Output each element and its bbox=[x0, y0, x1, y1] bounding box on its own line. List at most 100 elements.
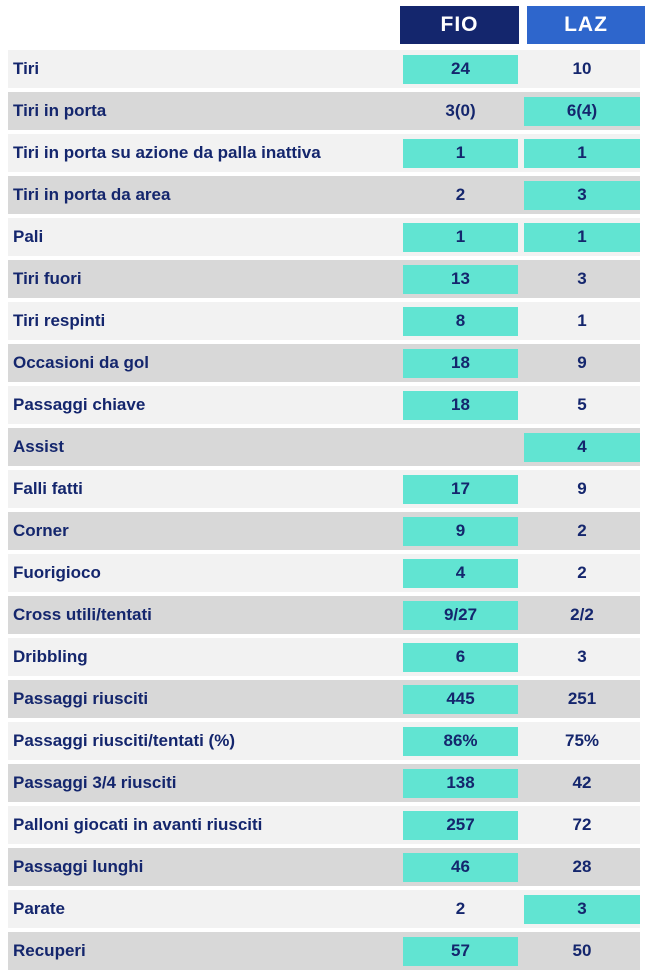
laz-cell: 72 bbox=[524, 806, 640, 844]
laz-cell: 251 bbox=[524, 680, 640, 718]
fio-cell: 17 bbox=[403, 470, 518, 508]
laz-cell: 2 bbox=[524, 554, 640, 592]
stat-label: Passaggi 3/4 riusciti bbox=[13, 773, 177, 792]
laz-cell: 42 bbox=[524, 764, 640, 802]
table-row: Pali 1 1 bbox=[8, 218, 640, 256]
fio-cell: 1 bbox=[403, 218, 518, 256]
laz-cell: 3 bbox=[524, 890, 640, 928]
table-row: Falli fatti 17 9 bbox=[8, 470, 640, 508]
fio-cell: 9/27 bbox=[403, 596, 518, 634]
fio-value: 17 bbox=[403, 474, 518, 504]
laz-cell: 3 bbox=[524, 260, 640, 298]
table-row: Tiri in porta su azione da palla inattiv… bbox=[8, 134, 640, 172]
fio-value: 257 bbox=[403, 810, 518, 840]
stat-label: Tiri bbox=[13, 59, 40, 78]
fio-value: 6 bbox=[403, 642, 518, 672]
fio-cell: 8 bbox=[403, 302, 518, 340]
laz-value: 2 bbox=[577, 521, 587, 540]
fio-value: 18 bbox=[403, 348, 518, 378]
laz-cell: 2/2 bbox=[524, 596, 640, 634]
laz-value: 6(4) bbox=[524, 96, 640, 126]
table-row: Occasioni da gol 18 9 bbox=[8, 344, 640, 382]
laz-value: 75% bbox=[564, 731, 600, 750]
stat-label: Pali bbox=[13, 227, 44, 246]
laz-value: 1 bbox=[524, 222, 640, 252]
laz-value: 1 bbox=[577, 311, 587, 330]
table-row: Passaggi riusciti 445 251 bbox=[8, 680, 640, 718]
stat-label: Dribbling bbox=[13, 647, 88, 666]
fio-cell: 257 bbox=[403, 806, 518, 844]
fio-value: 18 bbox=[403, 390, 518, 420]
fio-value: 9 bbox=[403, 516, 518, 546]
fio-value: 2 bbox=[455, 185, 466, 204]
stat-label: Tiri fuori bbox=[13, 269, 82, 288]
stat-label: Cross utili/tentati bbox=[13, 605, 152, 624]
fio-value: 86% bbox=[403, 726, 518, 756]
laz-cell: 2 bbox=[524, 512, 640, 550]
fio-cell: 13 bbox=[403, 260, 518, 298]
fio-cell: 138 bbox=[403, 764, 518, 802]
fio-cell: 445 bbox=[403, 680, 518, 718]
laz-value: 50 bbox=[572, 941, 592, 960]
stat-label: Passaggi riusciti/tentati (%) bbox=[13, 731, 235, 750]
laz-cell: 50 bbox=[524, 932, 640, 970]
laz-value: 42 bbox=[572, 773, 592, 792]
laz-cell: 6(4) bbox=[524, 92, 640, 130]
fio-cell: 24 bbox=[403, 50, 518, 88]
laz-cell: 1 bbox=[524, 302, 640, 340]
laz-value: 3 bbox=[524, 180, 640, 210]
stat-label: Fuorigioco bbox=[13, 563, 101, 582]
stat-label: Passaggi riusciti bbox=[13, 689, 149, 708]
table-row: Parate 2 3 bbox=[8, 890, 640, 928]
laz-cell: 28 bbox=[524, 848, 640, 886]
laz-cell: 9 bbox=[524, 344, 640, 382]
table-row: Assist 4 bbox=[8, 428, 640, 466]
fio-cell: 3(0) bbox=[403, 92, 518, 130]
laz-value: 72 bbox=[572, 815, 592, 834]
table-row: Fuorigioco 4 2 bbox=[8, 554, 640, 592]
laz-cell: 10 bbox=[524, 50, 640, 88]
table-row: Cross utili/tentati 9/27 2/2 bbox=[8, 596, 640, 634]
fio-value: 46 bbox=[403, 852, 518, 882]
stat-label: Tiri in porta da area bbox=[13, 185, 171, 204]
fio-cell: 1 bbox=[403, 134, 518, 172]
laz-cell: 4 bbox=[524, 428, 640, 466]
stat-label: Corner bbox=[13, 521, 69, 540]
laz-cell: 1 bbox=[524, 134, 640, 172]
laz-value: 3 bbox=[577, 269, 587, 288]
fio-value: 2 bbox=[455, 899, 466, 918]
table-row: Tiri in porta 3(0) 6(4) bbox=[8, 92, 640, 130]
fio-value: 1 bbox=[403, 222, 518, 252]
laz-cell: 3 bbox=[524, 638, 640, 676]
fio-value: 13 bbox=[403, 264, 518, 294]
table-row: Dribbling 6 3 bbox=[8, 638, 640, 676]
stat-label: Tiri in porta su azione da palla inattiv… bbox=[13, 143, 321, 162]
laz-cell: 5 bbox=[524, 386, 640, 424]
stat-label: Recuperi bbox=[13, 941, 86, 960]
fio-value: 24 bbox=[403, 54, 518, 84]
stat-label: Palloni giocati in avanti riusciti bbox=[13, 815, 263, 834]
table-row: Passaggi chiave 18 5 bbox=[8, 386, 640, 424]
fio-cell: 9 bbox=[403, 512, 518, 550]
laz-value: 28 bbox=[572, 857, 592, 876]
laz-cell: 9 bbox=[524, 470, 640, 508]
laz-value: 2/2 bbox=[570, 605, 594, 624]
fio-value: 138 bbox=[403, 768, 518, 798]
table-row: Palloni giocati in avanti riusciti 257 7… bbox=[8, 806, 640, 844]
stat-label: Assist bbox=[13, 437, 65, 456]
stat-label: Parate bbox=[13, 899, 65, 918]
fio-cell: 18 bbox=[403, 386, 518, 424]
fio-cell: 18 bbox=[403, 344, 518, 382]
table-row: Tiri fuori 13 3 bbox=[8, 260, 640, 298]
fio-cell: 57 bbox=[403, 932, 518, 970]
laz-cell: 1 bbox=[524, 218, 640, 256]
stat-label: Tiri in porta bbox=[13, 101, 107, 120]
table-row: Passaggi lunghi 46 28 bbox=[8, 848, 640, 886]
laz-cell: 3 bbox=[524, 176, 640, 214]
laz-value: 10 bbox=[572, 59, 592, 78]
laz-value: 1 bbox=[524, 138, 640, 168]
fio-value: 1 bbox=[403, 138, 518, 168]
fio-value: 3(0) bbox=[445, 101, 476, 120]
laz-value: 9 bbox=[577, 353, 587, 372]
